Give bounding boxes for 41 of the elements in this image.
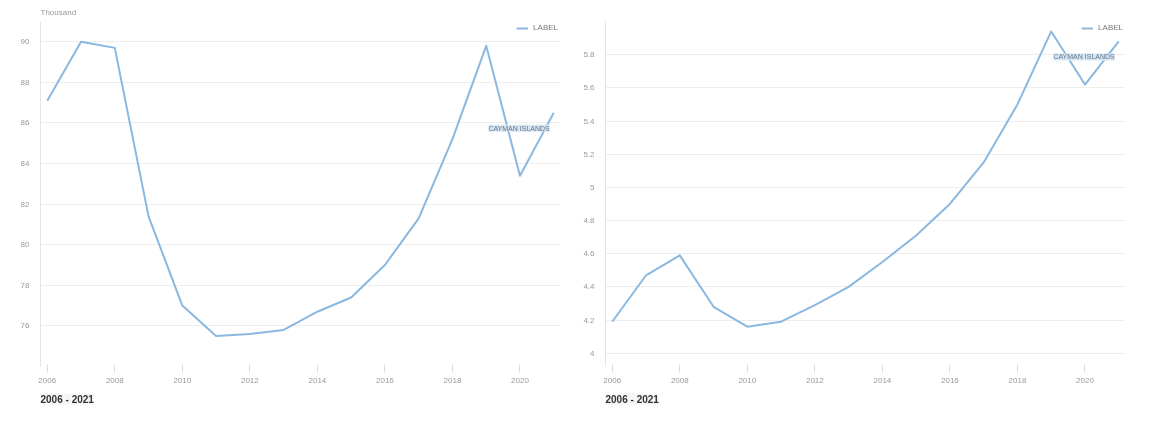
x-tick-label: 2008 [670, 375, 690, 385]
y-tick-label: 4.6 [583, 249, 596, 259]
x-tick-label: 2012 [240, 375, 260, 385]
legend-label: LABEL [1098, 23, 1123, 32]
y-axis-title: Thousand [40, 7, 77, 17]
x-tick-label: 2020 [1076, 375, 1095, 385]
legend-label: LABEL [533, 23, 558, 32]
line-series [611, 30, 1120, 328]
y-tick-label: 5.4 [583, 116, 596, 126]
x-tick-label: 2010 [738, 375, 757, 385]
x-tick-label: 2014 [308, 375, 327, 385]
x-tick-label: 2006 [38, 375, 57, 385]
y-tick-label: 4 [590, 348, 596, 358]
x-tick-label: 2018 [1008, 375, 1027, 385]
text: 2006 - 2021 [605, 393, 660, 405]
y-tick-label: 76 [20, 321, 31, 331]
y-tick-label: 78 [20, 280, 31, 290]
text: 2006 - 2021 [40, 393, 95, 405]
x-tick-label: 2018 [443, 375, 462, 385]
y-tick-label: 5.6 [583, 83, 596, 93]
x-tick-label: 2020 [511, 375, 530, 385]
y-tick-label: 80 [20, 240, 31, 250]
y-tick-label: 86 [20, 118, 31, 128]
line-series [46, 40, 555, 338]
y-tick-label: 4.2 [583, 315, 596, 325]
x-tick-label: 2008 [105, 375, 125, 385]
y-tick-label: 90 [20, 37, 31, 47]
y-tick-label: 84 [20, 159, 31, 169]
y-tick-label: 82 [20, 199, 31, 209]
y-tick-label: 5.8 [583, 50, 596, 60]
x-tick-label: 2014 [873, 375, 892, 385]
y-tick-label: 4.8 [583, 216, 596, 226]
x-tick-label: 2016 [376, 375, 395, 385]
y-tick-label: 5.2 [583, 149, 596, 159]
x-tick-label: 2006 [603, 375, 622, 385]
y-tick-label: 4.4 [583, 282, 596, 292]
y-tick-label: 88 [20, 77, 31, 87]
x-tick-label: 2012 [805, 375, 825, 385]
x-tick-label: 2016 [941, 375, 960, 385]
y-tick-label: 5 [590, 182, 596, 192]
x-tick-label: 2010 [173, 375, 192, 385]
